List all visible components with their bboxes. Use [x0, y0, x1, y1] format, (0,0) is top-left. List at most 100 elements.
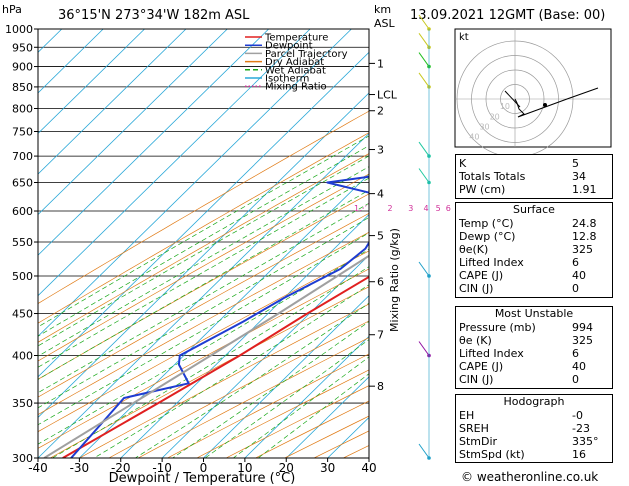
mu-pressure-value: 994 [572, 321, 593, 334]
surface-dewp-label: Dewp (°C) [459, 230, 516, 243]
eh-label: EH [459, 409, 475, 422]
pressure-unit-label: hPa [2, 3, 22, 16]
k-index-value: 5 [572, 157, 579, 170]
temperature-tick-label: -30 [70, 461, 90, 475]
pressure-tick-label: 1000 [5, 23, 33, 36]
temperature-tick-label: -40 [28, 461, 48, 475]
temperature-tick-label: -10 [152, 461, 172, 475]
hodograph-ring-label: 10 [500, 102, 510, 111]
hodograph-stats-panel: Hodograph EH -0 SREH -23 StmDir 335° StmSpd… [455, 394, 613, 463]
wind-barbs [418, 14, 431, 460]
surface-panel: Surface Temp (°C) 24.8 Dewp (°C) 12.8 θe(K… [455, 202, 613, 298]
datetime-title: 13.09.2021 12GMT (Base: 00) [410, 8, 605, 23]
location-title: 36°15'N 273°34'W 182m ASL [58, 8, 250, 23]
isotherm-line [38, 29, 269, 256]
surface-temp-label: Temp (°C) [459, 217, 514, 230]
pressure-tick-label: 900 [12, 61, 33, 74]
pressure-tick-label: 650 [12, 176, 33, 189]
pressure-tick-label: 450 [12, 308, 33, 321]
indices-panel: K 5 Totals Totals 34 PW (cm) 1.91 [455, 154, 613, 199]
isotherm-line [38, 29, 311, 297]
pressure-tick-label: 600 [12, 205, 33, 218]
pressure-tick-label: 500 [12, 270, 33, 283]
hodograph-ring-label: 40 [469, 133, 479, 142]
temperature-tick-label: -20 [111, 461, 131, 475]
eh-value: -0 [572, 409, 583, 422]
isotherm-line [79, 173, 369, 458]
temperature-tick-label: 20 [279, 461, 294, 475]
mixing-ratio-tick-label: 5 [436, 204, 441, 213]
hodograph-ring [485, 69, 545, 129]
temperature-tick-label: 10 [237, 461, 252, 475]
credit-text: © weatheronline.co.uk [461, 470, 599, 484]
mu-cin-value: 0 [572, 373, 579, 386]
surface-title: Surface [513, 203, 555, 216]
pressure-tick-label: 850 [12, 81, 33, 94]
isotherm-line [244, 335, 369, 458]
isotherm-line [38, 29, 145, 135]
dry-adiabat-line [38, 231, 369, 415]
surface-cin-value: 0 [572, 282, 579, 295]
stmspd-label: StmSpd (kt) [459, 448, 525, 461]
mu-li-label: Lifted Index [459, 347, 524, 360]
dry-adiabat-line [38, 153, 369, 343]
stmspd-value: 16 [572, 448, 586, 461]
surface-cin-label: CIN (J) [459, 282, 494, 295]
surface-dewp-value: 12.8 [572, 230, 597, 243]
temperature-tick-label: 40 [361, 461, 376, 475]
pressure-tick-label: 950 [12, 41, 33, 54]
mixing-ratio-axis-label: Mixing Ratio (g/kg) [388, 228, 401, 332]
isotherm-line [38, 29, 187, 175]
parcel-trajectory-line [43, 254, 369, 458]
asl-unit-label: ASL [374, 17, 396, 30]
sreh-label: SREH [459, 422, 489, 435]
pw-label: PW (cm) [459, 183, 506, 196]
legend-entry: Dry Adiabat [265, 57, 324, 68]
wet-adiabat-line [38, 155, 369, 347]
totals-totals-value: 34 [572, 170, 586, 183]
km-tick-label: 4 [377, 188, 384, 201]
dry-adiabat-line [50, 286, 369, 458]
dry-adiabat-line [108, 320, 369, 458]
hodograph-stats-title: Hodograph [503, 395, 565, 408]
dry-adiabat-line [79, 303, 369, 458]
most-unstable-title: Most Unstable [494, 307, 574, 320]
km-tick-label: 3 [377, 144, 384, 157]
pressure-tick-label: 300 [12, 452, 33, 465]
legend-entry: Parcel Trajectory [265, 49, 348, 60]
wind-barb [418, 168, 430, 183]
legend-entry: Temperature [264, 33, 328, 44]
surface-cape-label: CAPE (J) [459, 269, 504, 282]
mu-pressure-label: Pressure (mb) [459, 321, 536, 334]
mu-theta-value: 325 [572, 334, 593, 347]
km-tick-label: 6 [377, 276, 384, 289]
hodograph-trace [514, 87, 599, 118]
stmdir-label: StmDir [459, 435, 498, 448]
wet-adiabat-line [172, 321, 369, 458]
dry-adiabat-line [38, 132, 369, 324]
wind-barb [418, 141, 430, 157]
isotherm-line [38, 29, 228, 216]
km-tick-label: 7 [377, 329, 384, 342]
storm-motion-arrow [504, 90, 521, 108]
dry-adiabat-line [38, 173, 369, 362]
legend-entry: Dewpoint [265, 41, 313, 52]
dewpoint-line [70, 175, 369, 458]
stmdir-value: 335° [572, 435, 599, 448]
km-tick-label: LCL [377, 89, 398, 102]
pressure-tick-label: 350 [12, 397, 33, 410]
dry-adiabat-line [38, 212, 369, 398]
isotherm-line [120, 214, 369, 458]
legend-entry: Isotherm [265, 74, 309, 85]
dry-adiabat-line [38, 250, 369, 433]
storm-motion-point [543, 103, 547, 107]
sreh-value: -23 [572, 422, 590, 435]
wet-adiabat-line [38, 232, 369, 426]
mixing-ratio-tick-label: 3 [408, 204, 413, 213]
wind-barb [418, 52, 430, 67]
surface-cape-value: 40 [572, 269, 586, 282]
wet-adiabat-line [93, 284, 369, 458]
mu-cape-label: CAPE (J) [459, 360, 504, 373]
